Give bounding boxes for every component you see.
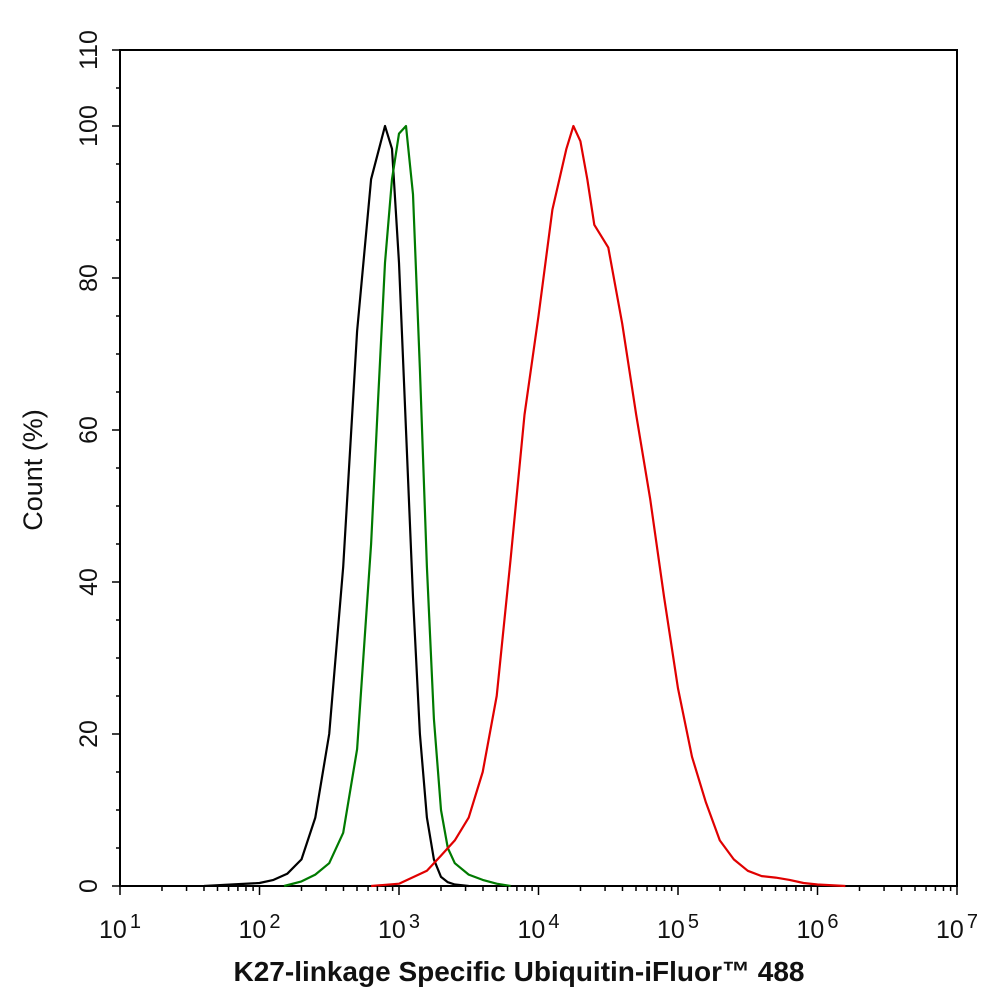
x-tick-label: 10 5 xyxy=(657,911,699,944)
y-tick-label: 80 xyxy=(75,264,103,292)
y-tick-label: 40 xyxy=(75,568,103,596)
x-tick-label: 10 3 xyxy=(378,911,420,944)
series-2-line xyxy=(283,124,511,888)
x-tick-label: 10 6 xyxy=(797,911,839,944)
axes: 0 20 40 60 80 100 110 10 1 10 2 10 3 10 4 10 5 10 6 10 7 xyxy=(75,30,978,944)
plot-frame xyxy=(119,49,958,887)
plot-area xyxy=(119,49,958,887)
x-tick-label: 10 4 xyxy=(518,911,560,944)
x-axis-title: K27-linkage Specific Ubiquitin-iFluor™ 4… xyxy=(234,956,805,987)
y-axis-title: Count (%) xyxy=(18,409,48,531)
series-1-line xyxy=(203,124,469,888)
series-3-line xyxy=(371,124,846,888)
y-tick-label: 20 xyxy=(75,720,103,748)
y-tick-label: 0 xyxy=(75,879,103,893)
y-tick-label: 110 xyxy=(75,30,103,70)
x-tick-label: 10 7 xyxy=(936,911,978,944)
x-tick-label: 10 2 xyxy=(239,911,281,944)
y-tick-label: 100 xyxy=(75,105,103,147)
series-group xyxy=(203,124,846,888)
y-tick-label: 60 xyxy=(75,416,103,444)
x-tick-label: 10 1 xyxy=(99,911,141,944)
